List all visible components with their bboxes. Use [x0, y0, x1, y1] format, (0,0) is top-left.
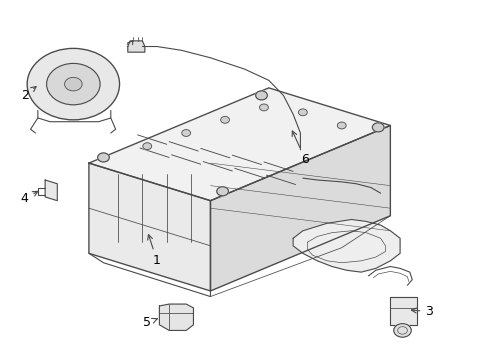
Circle shape — [46, 63, 100, 105]
Polygon shape — [159, 304, 193, 330]
Circle shape — [337, 122, 346, 129]
Text: 6: 6 — [291, 131, 308, 166]
Text: 3: 3 — [410, 305, 432, 318]
Polygon shape — [45, 180, 57, 201]
Circle shape — [98, 153, 109, 162]
Text: 4: 4 — [21, 192, 38, 205]
Circle shape — [393, 324, 410, 337]
Circle shape — [216, 187, 228, 196]
Circle shape — [27, 48, 119, 120]
Text: 5: 5 — [143, 316, 157, 329]
Circle shape — [259, 104, 268, 111]
Circle shape — [255, 91, 267, 100]
Polygon shape — [127, 41, 144, 52]
Text: 1: 1 — [147, 235, 161, 267]
Circle shape — [298, 109, 306, 116]
Polygon shape — [89, 88, 389, 201]
Polygon shape — [89, 163, 210, 291]
Text: 2: 2 — [21, 86, 36, 102]
Circle shape — [220, 116, 229, 123]
Circle shape — [142, 143, 151, 149]
Circle shape — [372, 123, 383, 132]
Polygon shape — [389, 297, 416, 325]
Circle shape — [182, 130, 190, 136]
Circle shape — [64, 77, 82, 91]
Polygon shape — [210, 126, 389, 291]
Polygon shape — [292, 220, 399, 272]
